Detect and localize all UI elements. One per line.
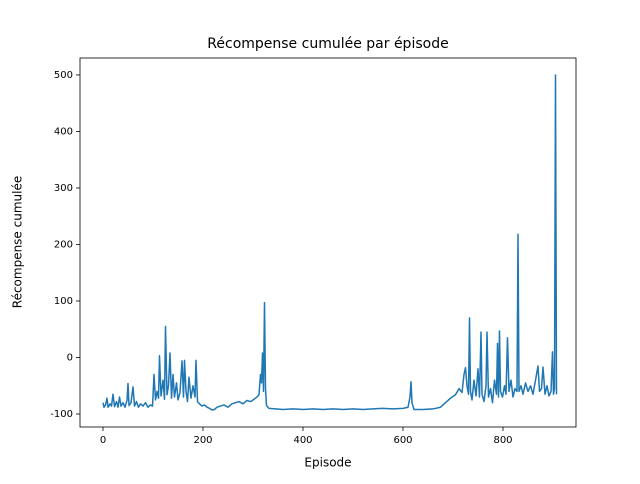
x-tick-label: 400 [293, 435, 312, 446]
y-axis-label: Récompense cumulée [11, 176, 25, 308]
x-tick-label: 0 [100, 435, 106, 446]
y-tick-label: 200 [54, 239, 73, 250]
x-axis-label: Episode [304, 456, 351, 470]
y-tick-label: 0 [67, 352, 73, 363]
x-tick-label: 200 [193, 435, 212, 446]
x-tick-label: 600 [393, 435, 412, 446]
data-line [102, 74, 558, 411]
plot-frame [79, 57, 577, 428]
y-tick-label: 400 [54, 126, 73, 137]
y-tick-label: 100 [54, 296, 73, 307]
chart-title: Récompense cumulée par épisode [207, 36, 448, 52]
y-tick-label: -100 [50, 409, 73, 420]
y-tick-label: 300 [54, 183, 73, 194]
y-tick-label: 500 [54, 70, 73, 81]
x-tick-label: 800 [493, 435, 512, 446]
